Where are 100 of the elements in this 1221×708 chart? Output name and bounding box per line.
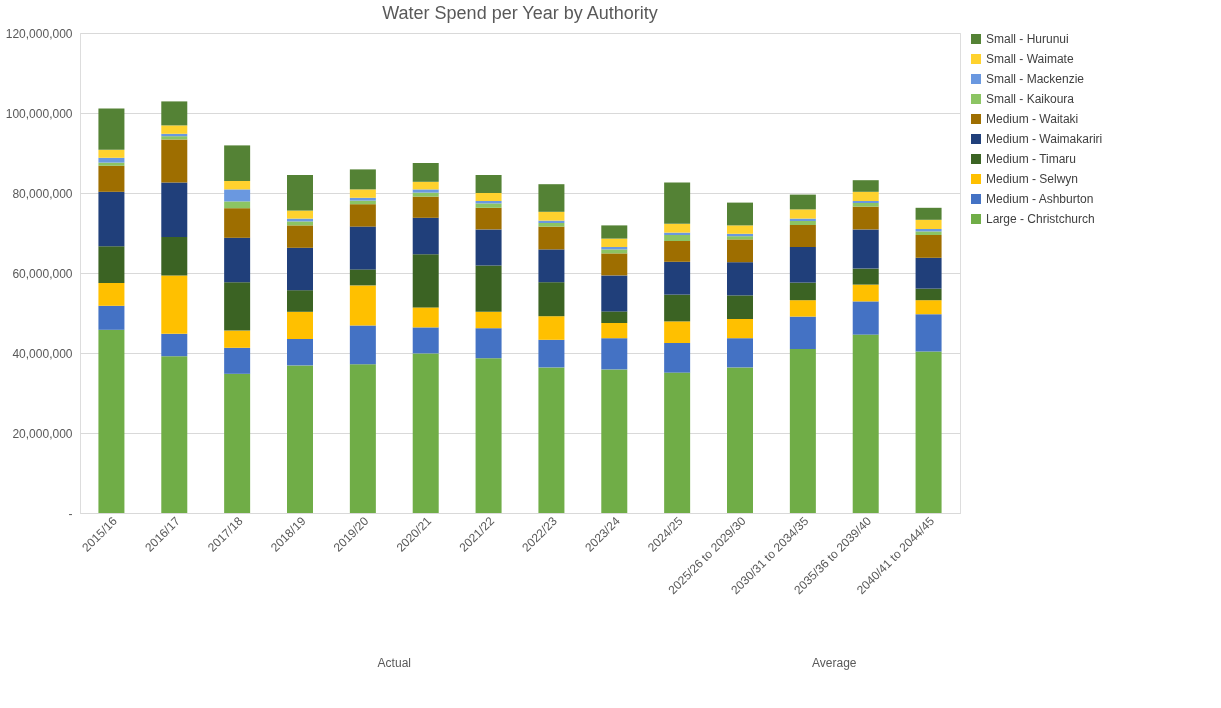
bar [601,275,628,312]
bar [727,262,753,296]
bar [287,210,313,219]
bar [475,207,502,230]
bar [475,358,502,513]
bar [412,189,439,193]
y-tick-label: 40,000,000 [12,346,73,361]
bar [161,275,188,334]
bar [349,285,376,326]
legend-label: Medium - Waitaki [986,112,1079,126]
bar [789,221,816,225]
bar [789,225,816,247]
bar [789,247,816,283]
bar [349,189,376,198]
bar [475,265,502,312]
bar [852,203,879,207]
bar [915,219,942,229]
bar [538,226,565,250]
bar [664,261,691,295]
bar [161,101,188,126]
bar [915,207,942,220]
chart-title: Water Spend per Year by Authority [382,3,658,23]
bar [727,338,753,368]
bar [601,323,628,339]
bar [224,237,251,283]
bar [852,191,879,201]
bar [98,149,125,158]
legend-label: Medium - Timaru [986,152,1077,166]
bar [664,294,691,322]
bar [287,175,313,211]
bar [789,300,816,317]
bar [224,145,251,181]
bar [98,283,125,306]
bar [287,365,313,513]
legend-label: Small - Mackenzie [986,72,1085,86]
bar [852,180,879,192]
bar [727,367,753,513]
legend-label: Small - Hurunui [986,32,1069,46]
bar [475,229,502,266]
y-tick-label: 80,000,000 [12,186,73,201]
bar [475,311,502,329]
bar [161,139,188,183]
bar [601,249,628,254]
bar [287,247,313,291]
bar [789,194,816,210]
bar [915,314,942,352]
bar [915,300,942,315]
bar [161,125,188,134]
bar [98,305,125,330]
bar [224,282,251,331]
bar [915,257,942,289]
bar [664,372,691,513]
bar [538,184,565,212]
legend-label: Small - Waimate [986,52,1074,66]
bar [98,157,125,163]
bar [789,209,816,219]
bar [161,333,188,357]
bar [349,197,376,201]
bar [852,301,879,335]
bar [412,307,439,328]
bar [161,237,188,276]
bar [852,229,879,269]
bar [349,325,376,365]
y-tick-label: 60,000,000 [12,266,73,281]
bar [915,351,942,513]
legend-label: Small - Kaikoura [986,92,1075,106]
bar [852,206,879,230]
bar [475,193,502,201]
bar [412,353,439,513]
bar [664,321,691,343]
bar [224,347,251,374]
bar [664,343,691,373]
bar [224,201,251,209]
bar [287,290,313,312]
bar [852,284,879,302]
bar [287,221,313,226]
bar [538,223,565,227]
bar [161,356,188,513]
bar [664,235,691,241]
bar [349,204,376,227]
bar [349,364,376,513]
bar [601,338,628,370]
bar [412,181,439,190]
bar [601,369,628,513]
bar [664,241,691,262]
bar [98,246,125,283]
bar [538,282,565,317]
bar [475,175,502,193]
bar [601,311,628,323]
bar [412,196,439,218]
bar [538,367,565,513]
bar [224,208,251,238]
legend-label: Medium - Ashburton [986,192,1094,206]
bar [727,239,753,263]
bar [789,316,816,349]
bar [601,225,628,239]
legend-label: Medium - Waimakariri [986,132,1103,146]
bar [475,203,502,208]
bar [727,319,753,339]
bar [601,253,628,276]
